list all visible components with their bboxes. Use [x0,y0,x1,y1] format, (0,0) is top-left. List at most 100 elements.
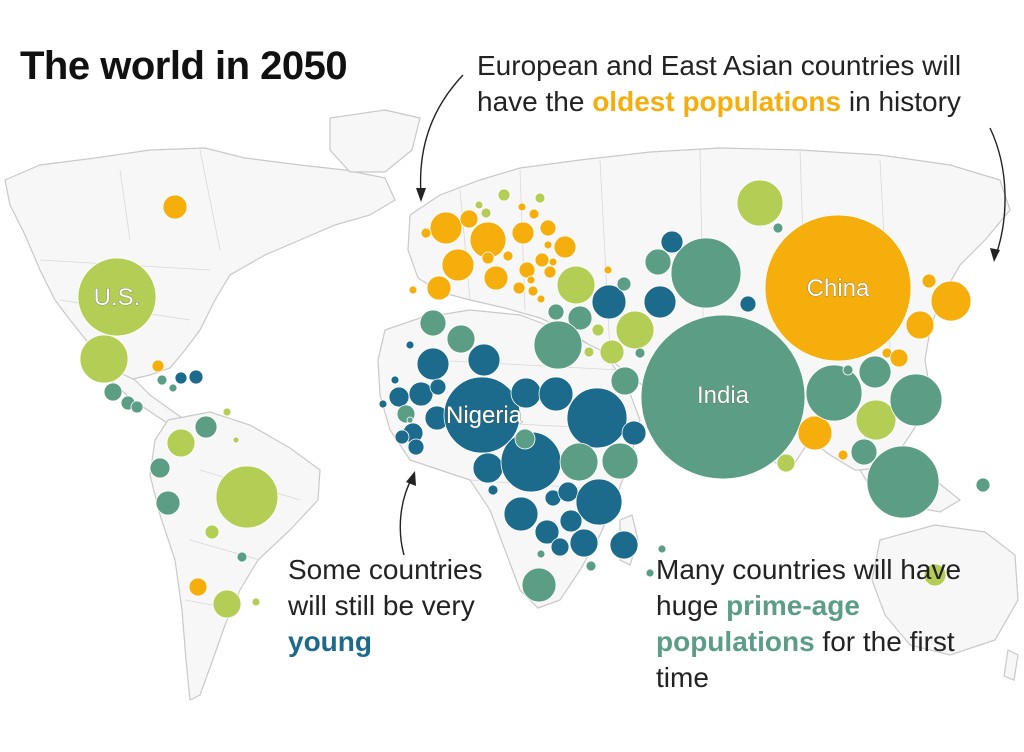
population-bubble-young [394,429,410,445]
greenland-land [329,109,421,173]
population-bubble-young [739,295,757,313]
population-bubble-prime-age [149,457,171,479]
population-bubble-oldest [151,359,165,373]
population-bubble-prime-age [155,490,181,516]
population-bubble-prime-age [521,567,557,603]
population-bubble-prime-age [406,416,414,424]
population-bubble-mixed [534,192,546,204]
arrow-oldest-europe [419,74,464,196]
population-bubble-oldest [837,449,849,461]
population-bubble-oldest [188,577,208,597]
population-bubble-oldest [518,261,536,279]
population-bubble-young [569,528,599,558]
population-bubble-oldest [553,235,577,259]
population-bubble-prime-age [446,324,476,354]
population-bubble-mixed [204,524,220,540]
population-bubble-mixed [497,188,511,202]
population-bubble-oldest [539,219,557,237]
population-bubble-oldest [536,294,546,304]
population-bubble-prime-age [866,445,940,519]
population-bubble-prime-age [858,355,892,389]
population-bubble-mixed [474,200,484,210]
population-bubble-oldest [543,240,553,250]
population-bubble-young [443,376,521,454]
annotation-young: Some countries will still be very young [288,552,528,660]
population-bubble-young [534,519,560,545]
population-bubble-oldest [526,275,536,285]
population-bubble-young [407,438,425,456]
population-bubbles [77,179,991,619]
annotation-young-pre: Some countries will still be very [288,554,483,621]
population-bubble-young [621,420,647,446]
north-america-land [4,147,396,381]
population-bubble-oldest [527,285,539,297]
population-bubble-prime-age [842,364,854,376]
population-bubble-prime-age [610,366,640,396]
annotation-arrows [399,74,1006,556]
population-bubble-young [575,478,623,526]
population-bubble-prime-age [640,314,806,480]
population-bubble-young [390,375,400,385]
population-bubble-mixed [222,407,232,417]
population-bubble-young [405,340,415,350]
population-bubble-oldest [543,265,557,279]
population-bubble-mixed [599,339,625,365]
population-bubble-oldest [764,214,912,362]
arrow-young-head [406,471,416,486]
population-bubble-oldest [930,280,972,322]
population-bubble-young [174,371,188,385]
population-bubble-young [378,399,388,409]
population-bubble-mixed [212,589,242,619]
arrow-oldest-europe-head [416,188,426,202]
population-bubble-mixed [232,436,240,444]
population-bubble-prime-age [419,309,447,337]
population-bubble-prime-age [156,374,168,386]
population-bubble-prime-age [805,364,863,422]
population-bubble-prime-age [533,320,583,370]
population-bubble-oldest [420,227,432,239]
population-bubble-mixed [855,399,897,441]
population-bubble-prime-age [236,551,248,563]
population-bubble-oldest [162,194,188,220]
population-bubble-prime-age [168,383,178,393]
population-bubble-oldest [534,252,550,268]
annotation-prime-pre: Many countries will have huge [656,554,962,621]
population-bubble-prime-age [889,373,943,427]
population-bubble-oldest [889,348,909,368]
population-bubble-young [467,343,501,377]
new-zealand-land [1003,649,1019,681]
population-bubble-oldest [408,285,418,295]
population-bubble-oldest [512,281,526,295]
label-india: India [697,382,750,409]
label-china: China [807,275,870,302]
population-bubble-young [472,452,504,484]
population-bubble-mixed [923,563,947,587]
population-bubble-mixed [215,465,279,529]
population-bubble-young [609,530,639,560]
population-bubble-mixed [77,257,157,337]
population-bubble-oldest [459,209,479,229]
population-bubble-mixed [556,265,596,305]
arrow-young [399,477,413,556]
population-bubble-oldest [426,275,452,301]
population-bubble-young [550,537,570,557]
population-bubble-oldest [481,251,495,265]
population-bubble-prime-age [634,347,646,359]
population-bubble-prime-age [194,415,218,439]
population-bubble-mixed [251,597,261,607]
population-bubble-prime-age [772,222,784,234]
australia-land [871,524,1019,656]
population-bubble-mixed [166,428,196,458]
population-bubble-prime-age [536,549,546,559]
country-labels: U.S. China India Nigeria [93,275,870,430]
population-bubble-young [487,484,499,496]
map-title: The world in 2050 [20,44,348,88]
population-bubble-oldest [921,273,937,289]
population-bubble-young [408,381,434,407]
annotation-oldest: European and East Asian countries will h… [477,48,1017,120]
population-bubble-prime-age [547,303,565,321]
arrow-oldest-asia [989,127,1006,256]
population-bubble-prime-age [657,544,667,554]
population-bubble-prime-age [670,237,742,309]
